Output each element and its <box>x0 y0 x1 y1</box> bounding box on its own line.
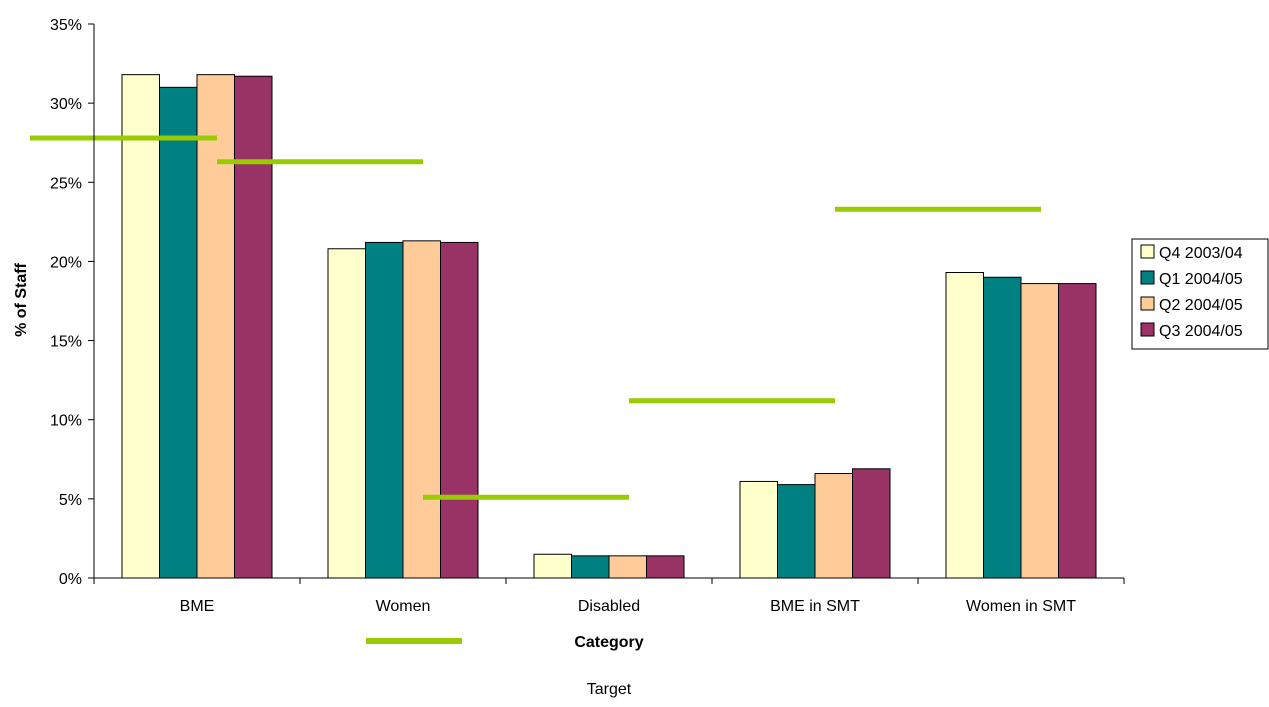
y-axis-title: % of Staff <box>13 262 30 336</box>
y-tick-label: 10% <box>50 413 82 430</box>
legend-box <box>1131 238 1269 350</box>
bar <box>571 555 610 579</box>
target-legend-label: Target <box>587 681 632 698</box>
bar <box>739 480 778 579</box>
bar <box>1058 283 1097 579</box>
bar <box>196 74 235 579</box>
x-axis-title: Category <box>574 634 643 651</box>
bar <box>533 553 572 579</box>
legend-swatch <box>1140 296 1155 311</box>
legend-swatch <box>1140 270 1155 285</box>
legend-swatch <box>1140 322 1155 337</box>
y-tick-label: 25% <box>50 175 82 192</box>
legend: Q4 2003/04 Q1 2004/05 Q2 2004/05 Q3 2004/05 <box>1131 238 1269 350</box>
x-tick-label: Disabled <box>578 598 640 615</box>
x-tick-label: BME in SMT <box>770 598 860 615</box>
bar <box>983 276 1022 579</box>
bar <box>1020 283 1059 579</box>
y-tick-label: 30% <box>50 96 82 113</box>
y-tick-label: 5% <box>59 492 82 509</box>
x-tick-label: Women <box>376 598 431 615</box>
legend-label: Q3 2004/05 <box>1159 323 1243 340</box>
x-tick-label: Women in SMT <box>966 598 1076 615</box>
y-tick-label: 35% <box>50 17 82 34</box>
y-tick-label: 0% <box>59 571 82 588</box>
legend-swatch <box>1140 244 1155 259</box>
bar <box>234 75 273 579</box>
x-tick-label: BME <box>180 598 215 615</box>
legend-label: Q2 2004/05 <box>1159 297 1243 314</box>
bar <box>402 240 441 579</box>
y-tick-label: 15% <box>50 334 82 351</box>
legend-label: Q4 2003/04 <box>1159 245 1243 262</box>
bar <box>945 272 984 579</box>
target-lines <box>30 135 1041 500</box>
bar <box>852 468 891 579</box>
y-tick-label: 20% <box>50 254 82 271</box>
bar <box>327 248 366 579</box>
bar <box>365 241 404 579</box>
legend-label: Q1 2004/05 <box>1159 271 1243 288</box>
bar <box>608 555 647 579</box>
bar <box>440 241 479 579</box>
axes: 0% 5% 10% 15% 20% 25% 30% 35% BME Women Disabled BM… <box>50 17 1125 615</box>
bar <box>121 74 160 579</box>
bar <box>777 484 816 579</box>
bar <box>814 473 853 579</box>
bar <box>646 555 685 579</box>
bar <box>159 86 198 579</box>
plot-area <box>121 74 1097 579</box>
